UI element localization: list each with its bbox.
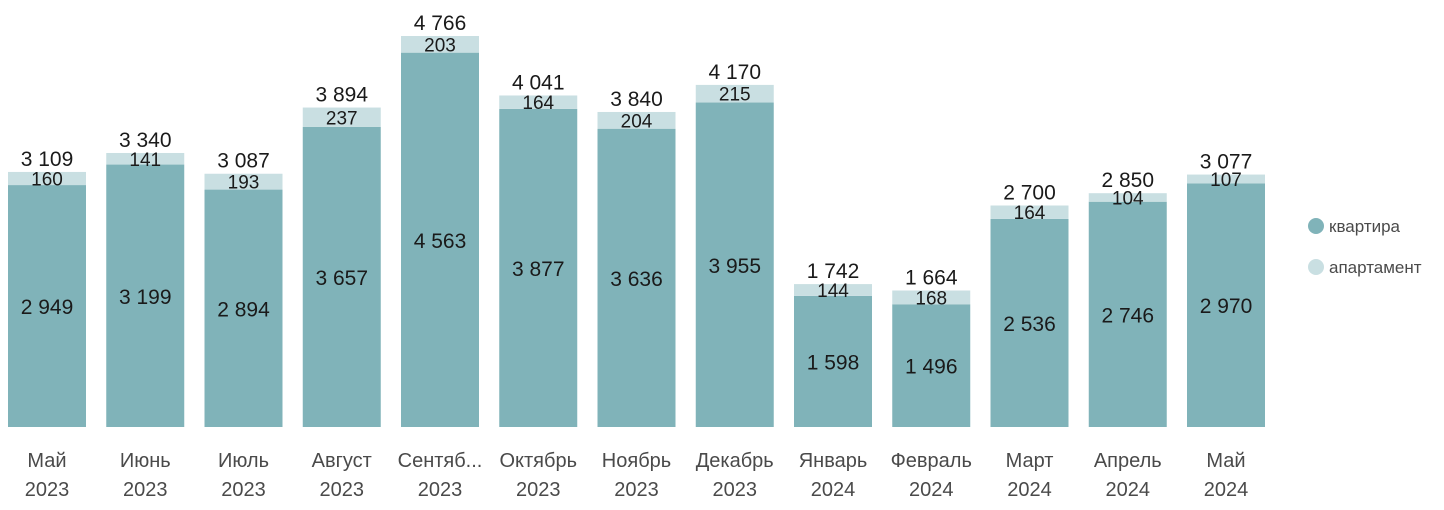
bar-apartament — [990, 205, 1069, 219]
bar-kvartira — [499, 108, 578, 427]
category-label-month: Ноябрь — [602, 450, 671, 472]
data-label-apartament: 215 — [719, 85, 751, 106]
bar-kvartira — [1088, 201, 1167, 427]
bar-kvartira — [1187, 183, 1265, 427]
bar-kvartira — [794, 295, 872, 427]
legend-marker — [1308, 218, 1324, 234]
total-label: 3 087 — [217, 150, 270, 173]
category-label-year: 2023 — [418, 479, 463, 501]
category-label-month: Апрель — [1094, 450, 1162, 472]
data-label-apartament: 193 — [228, 173, 260, 194]
data-label-kvartira: 2 970 — [1200, 295, 1253, 318]
data-label-kvartira: 1 496 — [905, 356, 958, 379]
data-label-apartament: 144 — [817, 281, 849, 302]
data-label-apartament: 237 — [326, 108, 358, 129]
bar-kvartira — [695, 102, 774, 427]
category-label-month: Июль — [218, 450, 269, 472]
data-label-kvartira: 3 877 — [512, 258, 565, 281]
data-label-kvartira: 3 636 — [610, 268, 663, 291]
category-label-year: 2023 — [713, 479, 758, 501]
category-label-year: 2024 — [811, 479, 856, 501]
data-label-kvartira: 2 894 — [217, 298, 270, 321]
bar-kvartira — [990, 218, 1069, 427]
bar-apartament — [499, 95, 578, 109]
category-label-month: Январь — [799, 450, 868, 472]
total-label: 3 109 — [21, 148, 74, 171]
data-label-apartament: 104 — [1112, 188, 1144, 209]
bar-kvartira — [401, 52, 479, 428]
total-label: 3 077 — [1200, 151, 1253, 174]
category-label-year: 2023 — [123, 479, 168, 501]
bar-apartament — [106, 152, 185, 165]
bar-kvartira — [597, 128, 676, 427]
legend-marker — [1308, 259, 1324, 275]
data-label-apartament: 204 — [621, 111, 653, 132]
data-label-kvartira: 1 598 — [807, 351, 860, 374]
data-label-apartament: 107 — [1210, 170, 1242, 191]
category-label-year: 2024 — [1204, 479, 1249, 501]
category-label-month: Июнь — [120, 450, 171, 472]
category-label-month: Май — [27, 450, 66, 472]
data-label-apartament: 141 — [129, 150, 161, 171]
bar-apartament — [892, 290, 971, 305]
category-label-month: Февраль — [891, 450, 972, 472]
category-label-year: 2023 — [614, 479, 659, 501]
data-label-kvartira: 3 657 — [315, 267, 368, 290]
total-label: 4 170 — [708, 61, 761, 84]
data-label-kvartira: 4 563 — [414, 230, 467, 253]
total-label: 3 840 — [610, 88, 663, 111]
data-label-kvartira: 3 955 — [708, 255, 761, 278]
bar-apartament — [302, 107, 381, 127]
category-label-month: Март — [1006, 450, 1054, 472]
bar-kvartira — [204, 189, 283, 427]
bar-kvartira — [106, 164, 185, 427]
category-label-year: 2023 — [320, 479, 365, 501]
data-label-apartament: 164 — [1014, 203, 1046, 224]
total-label: 3 894 — [315, 84, 368, 107]
bar-apartament — [1187, 174, 1265, 184]
category-label-year: 2023 — [221, 479, 266, 501]
bar-apartament — [695, 84, 774, 103]
data-label-apartament: 168 — [915, 288, 947, 309]
category-label-month: Май — [1206, 450, 1245, 472]
bar-apartament — [1088, 193, 1167, 202]
data-label-apartament: 160 — [31, 170, 63, 191]
category-label-month: Октябрь — [499, 450, 577, 472]
legend-label: квартира — [1329, 217, 1401, 236]
data-label-kvartira: 2 536 — [1003, 313, 1056, 336]
category-label-year: 2024 — [1106, 479, 1151, 501]
bar-kvartira — [302, 126, 381, 427]
category-label-month: Сентяб... — [398, 450, 483, 472]
total-label: 1 742 — [807, 260, 860, 283]
category-label-month: Декабрь — [696, 450, 774, 472]
data-label-kvartira: 2 746 — [1101, 304, 1154, 327]
bar-kvartira — [892, 304, 971, 427]
data-label-apartament: 164 — [522, 93, 554, 114]
data-label-kvartira: 3 199 — [119, 286, 172, 309]
total-label: 2 700 — [1003, 181, 1056, 204]
total-label: 3 340 — [119, 129, 172, 152]
data-label-kvartira: 2 949 — [21, 296, 74, 319]
bar-kvartira — [8, 185, 86, 427]
category-label-month: Август — [312, 450, 372, 472]
bar-apartament — [401, 36, 479, 53]
total-label: 1 664 — [905, 266, 958, 289]
legend-label: апартамент — [1329, 258, 1422, 277]
bar-apartament — [204, 173, 283, 190]
category-label-year: 2024 — [1007, 479, 1052, 501]
category-label-year: 2023 — [25, 479, 70, 501]
total-label: 2 850 — [1101, 169, 1154, 192]
bar-apartament — [794, 284, 872, 296]
data-label-apartament: 203 — [424, 35, 456, 56]
bar-apartament — [597, 111, 676, 129]
category-label-year: 2024 — [909, 479, 954, 501]
bar-apartament — [8, 171, 86, 186]
total-label: 4 041 — [512, 71, 565, 94]
category-label-year: 2023 — [516, 479, 561, 501]
total-label: 4 766 — [414, 12, 467, 35]
